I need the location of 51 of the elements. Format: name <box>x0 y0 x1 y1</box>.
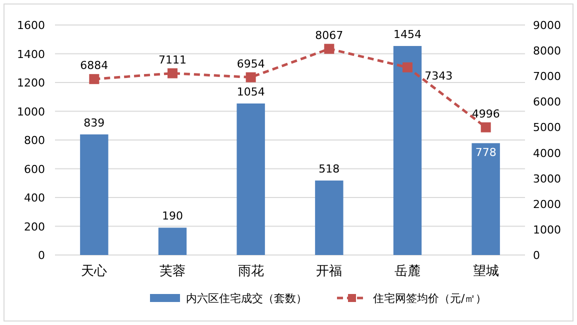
bar <box>80 134 108 255</box>
x-tick-label: 岳麓 <box>394 264 420 279</box>
legend-label: 住宅网签均价（元/㎡） <box>373 292 487 305</box>
y-tick-label: 600 <box>24 162 45 176</box>
data-label: 190 <box>162 210 183 223</box>
y-tick-label: 800 <box>24 134 45 147</box>
point <box>89 74 100 84</box>
bar <box>158 228 187 255</box>
point <box>168 68 178 78</box>
data-label: 6954 <box>236 57 265 70</box>
legend-label: 内六区住宅成交（套数） <box>186 292 307 305</box>
x-tick-label: 望城 <box>472 264 499 279</box>
data-label: 518 <box>318 162 340 176</box>
y-tick-label: 1400 <box>17 48 45 61</box>
point <box>246 72 256 82</box>
y2-tick-label: 6000 <box>533 96 561 109</box>
y-tick-label: 1600 <box>17 19 45 32</box>
point <box>324 44 334 54</box>
y-tick-label: 1200 <box>17 76 45 90</box>
data-label: 4996 <box>472 107 500 120</box>
y-tick-label: 1000 <box>17 105 45 118</box>
bar <box>315 180 344 255</box>
data-label: 6884 <box>80 59 108 72</box>
y2-tick-label: 1000 <box>533 223 561 236</box>
data-label: 778 <box>475 146 496 160</box>
y2-tick-label: 3000 <box>533 172 561 186</box>
data-label: 7111 <box>158 53 186 66</box>
y2-tick-label: 9000 <box>533 19 561 32</box>
x-tick-label: 雨花 <box>238 264 264 279</box>
data-label: 8067 <box>315 28 344 42</box>
y2-tick-label: 5000 <box>533 121 561 134</box>
y2-tick-label: 7000 <box>533 70 561 84</box>
x-tick-label: 芙蓉 <box>160 264 186 279</box>
bar <box>472 143 500 255</box>
point <box>480 122 491 132</box>
point <box>402 62 412 72</box>
y-tick-label: 0 <box>38 249 45 262</box>
x-tick-label: 开福 <box>316 264 342 279</box>
y-tick-label: 400 <box>24 192 45 204</box>
data-label: 7343 <box>424 69 453 82</box>
x-tick-label: 天心 <box>81 263 108 279</box>
bar <box>236 103 265 255</box>
data-label: 1454 <box>394 28 422 41</box>
y2-tick-label: 8000 <box>533 44 561 58</box>
y2-tick-label: 0 <box>533 249 540 262</box>
y2-tick-label: 4000 <box>533 146 561 160</box>
y-tick-label: 200 <box>24 220 45 234</box>
data-label: 839 <box>84 116 105 130</box>
y2-tick-label: 2000 <box>533 198 561 211</box>
bar <box>393 46 422 255</box>
data-label: 1054 <box>236 85 265 98</box>
